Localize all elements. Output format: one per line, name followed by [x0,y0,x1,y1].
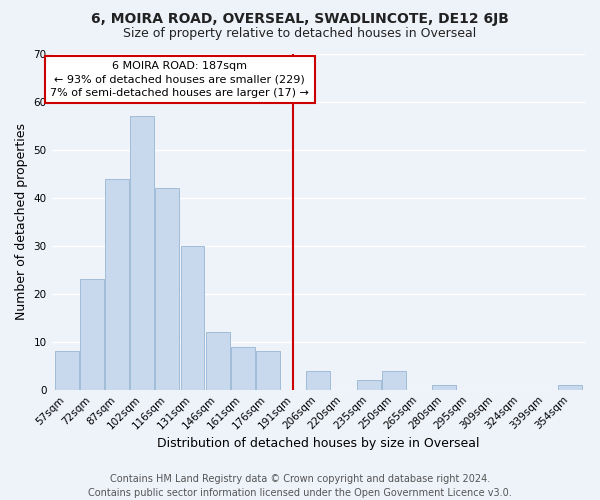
Bar [432,385,456,390]
Bar [155,188,179,390]
Bar [231,346,255,390]
Bar [55,352,79,390]
X-axis label: Distribution of detached houses by size in Overseal: Distribution of detached houses by size … [157,437,479,450]
Bar [206,332,230,390]
Bar [130,116,154,390]
Bar [558,385,582,390]
Y-axis label: Number of detached properties: Number of detached properties [15,124,28,320]
Bar [356,380,380,390]
Bar [80,280,104,390]
Text: Size of property relative to detached houses in Overseal: Size of property relative to detached ho… [124,28,476,40]
Bar [256,352,280,390]
Bar [307,370,330,390]
Bar [382,370,406,390]
Text: 6 MOIRA ROAD: 187sqm
← 93% of detached houses are smaller (229)
7% of semi-detac: 6 MOIRA ROAD: 187sqm ← 93% of detached h… [50,61,310,98]
Bar [181,246,205,390]
Bar [105,178,129,390]
Text: 6, MOIRA ROAD, OVERSEAL, SWADLINCOTE, DE12 6JB: 6, MOIRA ROAD, OVERSEAL, SWADLINCOTE, DE… [91,12,509,26]
Text: Contains HM Land Registry data © Crown copyright and database right 2024.
Contai: Contains HM Land Registry data © Crown c… [88,474,512,498]
